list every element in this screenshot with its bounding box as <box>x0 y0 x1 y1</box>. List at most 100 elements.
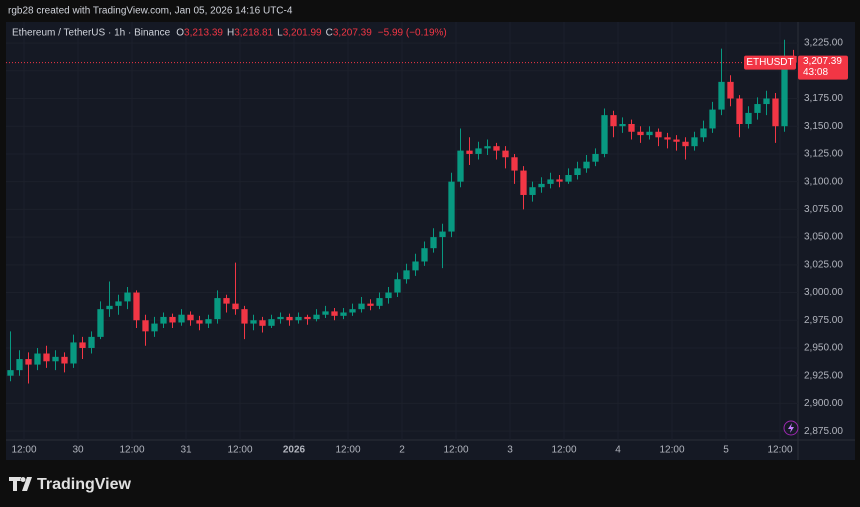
countdown: 43:08 <box>803 67 828 78</box>
candle-body <box>61 356 68 364</box>
candle-body <box>745 112 752 125</box>
candle-body <box>556 179 563 182</box>
candle-body <box>574 168 581 176</box>
x-tick-label: 12:00 <box>551 445 576 456</box>
candle-body <box>601 115 608 154</box>
candle-body <box>106 305 113 310</box>
candle-body <box>529 187 536 195</box>
y-tick-label: 2,900.00 <box>804 398 843 409</box>
legend-value: 3,213.39 <box>184 28 223 39</box>
candle-body <box>592 153 599 162</box>
candle-body <box>178 314 185 323</box>
candle-body <box>304 316 311 320</box>
symbol-tag <box>744 55 796 70</box>
candle-body <box>754 104 761 113</box>
legend-value: 3,201.99 <box>283 28 322 39</box>
symbol-tag-label: ETHUSDT <box>746 57 793 68</box>
candle-body <box>214 298 221 320</box>
legend-key: O <box>176 28 184 39</box>
y-tick-label: 3,100.00 <box>804 176 843 187</box>
candle-body <box>142 320 149 332</box>
candle-body <box>340 312 347 316</box>
y-tick-label: 2,875.00 <box>804 426 843 437</box>
y-tick-label: 3,000.00 <box>804 287 843 298</box>
candle-body <box>97 309 104 337</box>
legend-change: −5.99 (−0.19%) <box>378 28 447 39</box>
candle-body <box>610 115 617 127</box>
logo-mark <box>9 477 32 491</box>
candle-body <box>232 303 239 310</box>
candle-body <box>223 298 230 304</box>
candle-body <box>7 370 14 376</box>
legend: Ethereum / TetherUS · 1h · Binance O 3,213… <box>12 28 447 39</box>
candle-body <box>79 342 86 348</box>
y-tick-label: 2,925.00 <box>804 370 843 381</box>
price-tag-label: 3,207.39 <box>803 56 842 67</box>
candle-body <box>475 148 482 154</box>
alert-icon <box>783 420 799 436</box>
legend-key: C <box>326 28 333 39</box>
x-tick-label: 12:00 <box>11 445 36 456</box>
candle-body <box>619 124 626 127</box>
x-tick-label: 12:00 <box>119 445 144 456</box>
candle-body <box>727 81 734 99</box>
y-tick-label: 3,025.00 <box>804 259 843 270</box>
footer: TradingView <box>9 476 132 493</box>
candle-body <box>403 270 410 280</box>
x-tick-label: 2 <box>399 445 405 456</box>
candle-body <box>394 279 401 293</box>
candles <box>6 39 798 384</box>
candle-body <box>34 353 41 365</box>
grid <box>6 22 798 440</box>
candle-body <box>160 316 167 324</box>
candle-body <box>259 320 266 326</box>
y-tick-label: 2,950.00 <box>804 343 843 354</box>
candle-body <box>331 311 338 316</box>
x-tick-label: 30 <box>72 445 84 456</box>
legend-value: 3,218.81 <box>234 28 273 39</box>
candle-body <box>421 248 428 262</box>
brand: TradingView <box>37 476 132 493</box>
legend-key: H <box>227 28 234 39</box>
y-tick-label: 2,975.00 <box>804 315 843 326</box>
candle-body <box>457 150 464 182</box>
x-tick-label: 12:00 <box>335 445 360 456</box>
axes: 2,875.00 2,900.00 2,925.00 2,950.00 2,975.00… <box>11 38 848 456</box>
candle-body <box>70 342 77 364</box>
x-tick-label: 2026 <box>283 445 306 456</box>
x-tick-label: 12:00 <box>767 445 792 456</box>
chart-title: Ethereum / TetherUS · 1h · Binance <box>12 28 171 39</box>
candle-body <box>781 55 788 127</box>
x-tick-label: 3 <box>507 445 513 456</box>
icon-ring <box>783 420 799 436</box>
candle-body <box>16 359 23 371</box>
candle-body <box>412 261 419 271</box>
candle-body <box>43 353 50 362</box>
candle-body <box>313 314 320 320</box>
candle-body <box>250 320 257 324</box>
candle-body <box>682 141 689 147</box>
candle-body <box>25 359 32 365</box>
candle-body <box>736 98 743 125</box>
candle-body <box>709 109 716 129</box>
candle-body <box>277 316 284 320</box>
candle-body <box>772 98 779 127</box>
candle-body <box>124 292 131 302</box>
candle-body <box>205 319 212 324</box>
candle-body <box>430 237 437 249</box>
candle-body <box>700 128 707 138</box>
candle-body <box>565 175 572 182</box>
credit: rgb28 created with TradingView.com, Jan … <box>8 6 293 17</box>
candle-body <box>358 303 365 310</box>
candle-body <box>547 179 554 184</box>
y-tick-label: 3,150.00 <box>804 121 843 132</box>
candle-body <box>763 98 770 105</box>
legend-value: 3,207.39 <box>333 28 372 39</box>
candle-body <box>466 150 473 154</box>
candle-body <box>133 292 140 321</box>
candle-body <box>169 316 176 323</box>
candle-body <box>538 183 545 188</box>
x-tick-label: 4 <box>615 445 621 456</box>
y-tick-label: 3,075.00 <box>804 204 843 215</box>
